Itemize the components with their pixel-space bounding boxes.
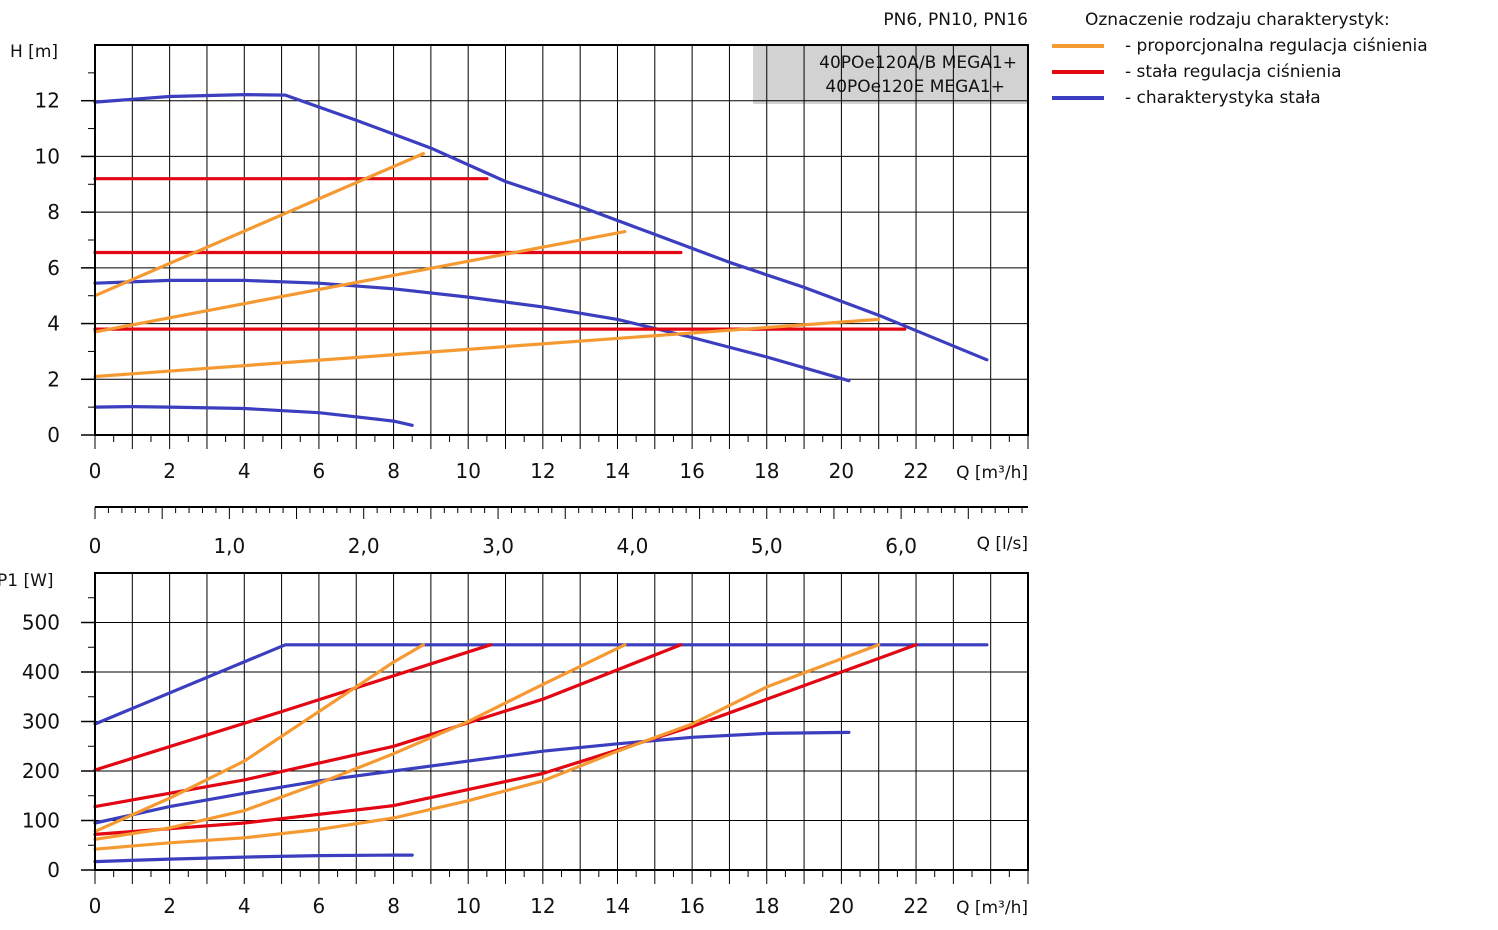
power-x-tick-label: 20 (829, 894, 854, 918)
head-x-tick-label: 0 (89, 459, 102, 483)
power-x-tick-label: 16 (679, 894, 704, 918)
power-x-tick-label: 14 (605, 894, 630, 918)
power-y-tick-label: 200 (22, 759, 60, 783)
head-x-tick-label: 4 (238, 459, 251, 483)
power-series-dp_c (93, 643, 918, 837)
power-x-tick-label: 22 (903, 894, 928, 918)
legend-label-constant-curve: - charakterystyka stała (1125, 88, 1321, 108)
power-chart: 0 100 200 300 400 500 0 2 4 6 8 10 12 14 16 18 20 22 Q [m³… (0, 571, 1029, 918)
head-x-tick-label: 16 (679, 459, 704, 483)
head-x-tick-label: 20 (829, 459, 854, 483)
power-plot-frame (94, 572, 1029, 871)
head-x-tick-label: 10 (455, 459, 480, 483)
power-y-tick-label: 400 (22, 660, 60, 684)
head-series-const (93, 405, 414, 427)
head-y-tick-label: 12 (35, 89, 60, 113)
power-series-dp_c (93, 643, 493, 772)
power-y-tick-label: 500 (22, 611, 60, 635)
pressure-classes-label: PN6, PN10, PN16 (883, 10, 1028, 30)
head-plot-frame (94, 44, 1029, 436)
ls-axis-label: Q [l/s] (977, 534, 1028, 554)
ls-axis-tick-label: 1,0 (213, 534, 245, 558)
power-x-tick-label: 0 (89, 894, 102, 918)
power-series-const (93, 853, 414, 864)
legend-label-proportional: - proporcjonalna regulacja ciśnienia (1125, 36, 1428, 56)
head-x-tick-label: 18 (754, 459, 779, 483)
head-series-const (93, 278, 851, 383)
ls-axis-tick-label: 4,0 (617, 534, 649, 558)
head-y-tick-label: 0 (47, 423, 60, 447)
power-series-const (93, 730, 851, 825)
flow-ls-axis: 0 1,0 2,0 3,0 4,0 5,0 6,0 Q [l/s] (89, 506, 1028, 558)
head-chart: 0 2 4 6 8 10 12 0 2 4 6 8 10 12 14 16 18 20 22 Q [m³/h] H [m… (10, 42, 1029, 483)
power-series-dp_v (93, 643, 881, 851)
power-y-tick-label: 100 (22, 809, 60, 833)
head-y-tick-label: 4 (47, 312, 60, 336)
head-x-tick-label: 22 (903, 459, 928, 483)
ls-axis-tick-label: 2,0 (348, 534, 380, 558)
power-series-dp_v (93, 643, 627, 841)
head-y-tick-label: 8 (47, 200, 60, 224)
head-series-const (93, 92, 989, 362)
power-x-tick-label: 12 (530, 894, 555, 918)
model-line-2: 40POe120E MEGA1+ (825, 77, 1005, 97)
head-x-tick-label: 14 (605, 459, 630, 483)
power-x-tick-label: 18 (754, 894, 779, 918)
ls-axis-tick-label: 0 (89, 534, 102, 558)
legend-title: Oznaczenie rodzaju charakterystyk: (1085, 10, 1390, 30)
head-x-tick-label: 12 (530, 459, 555, 483)
ls-axis-tick-label: 6,0 (885, 534, 917, 558)
power-x-tick-label: 4 (238, 894, 251, 918)
head-y-tick-label: 6 (47, 256, 60, 280)
head-x-axis-label: Q [m³/h] (956, 463, 1028, 483)
head-x-tick-label: 2 (163, 459, 176, 483)
power-x-tick-label: 6 (313, 894, 326, 918)
model-box (753, 46, 1027, 104)
power-series-const (93, 643, 989, 726)
head-series-dp_v (93, 317, 881, 379)
power-y-tick-label: 0 (47, 858, 60, 882)
power-x-tick-label: 8 (387, 894, 400, 918)
head-x-tick-label: 6 (313, 459, 326, 483)
power-y-tick-label: 300 (22, 710, 60, 734)
ls-axis-tick-label: 5,0 (751, 534, 783, 558)
power-x-tick-label: 10 (455, 894, 480, 918)
head-y-axis-label: H [m] (10, 42, 58, 62)
head-x-tick-label: 8 (387, 459, 400, 483)
power-x-tick-label: 2 (163, 894, 176, 918)
power-y-axis-label: P1 [W] (0, 571, 54, 591)
head-series-dp_v (93, 152, 425, 298)
legend-label-constant-pressure: - stała regulacja ciśnienia (1125, 62, 1342, 82)
model-line-1: 40POe120A/B MEGA1+ (819, 53, 1017, 73)
power-x-axis-label: Q [m³/h] (956, 898, 1028, 918)
ls-axis-tick-label: 3,0 (482, 534, 514, 558)
head-y-tick-label: 10 (35, 144, 60, 168)
head-series-dp_v (93, 230, 627, 334)
head-y-tick-label: 2 (47, 367, 60, 391)
legend: Oznaczenie rodzaju charakterystyk: - pro… (1052, 10, 1428, 108)
power-series-dp_c (93, 643, 683, 809)
power-series-dp_v (93, 643, 425, 834)
